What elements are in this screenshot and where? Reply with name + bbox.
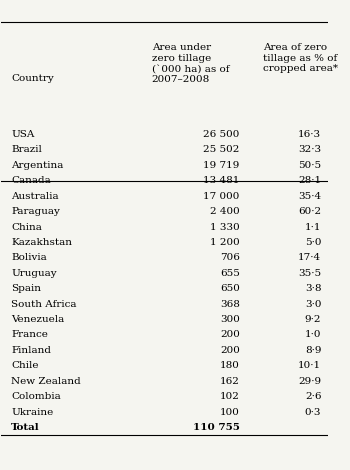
- Text: 8·9: 8·9: [305, 346, 321, 355]
- Text: 60·2: 60·2: [298, 207, 321, 216]
- Text: 102: 102: [220, 392, 240, 401]
- Text: Bolivia: Bolivia: [11, 253, 47, 262]
- Text: 10·1: 10·1: [298, 361, 321, 370]
- Text: 300: 300: [220, 315, 240, 324]
- Text: Finland: Finland: [11, 346, 51, 355]
- Text: 200: 200: [220, 330, 240, 339]
- Text: Spain: Spain: [11, 284, 41, 293]
- Text: Area under
zero tillage
(`000 ha) as of
2007–2008: Area under zero tillage (`000 ha) as of …: [152, 43, 229, 84]
- Text: 2·6: 2·6: [305, 392, 321, 401]
- Text: Kazakhstan: Kazakhstan: [11, 238, 72, 247]
- Text: Country: Country: [11, 74, 54, 83]
- Text: 25 502: 25 502: [203, 146, 240, 155]
- Text: 26 500: 26 500: [203, 130, 240, 139]
- Text: Chile: Chile: [11, 361, 39, 370]
- Text: 5·0: 5·0: [305, 238, 321, 247]
- Text: 162: 162: [220, 377, 240, 386]
- Text: 16·3: 16·3: [298, 130, 321, 139]
- Text: 3·8: 3·8: [305, 284, 321, 293]
- Text: New Zealand: New Zealand: [11, 377, 81, 386]
- Text: 32·3: 32·3: [298, 146, 321, 155]
- Text: 1 330: 1 330: [210, 223, 240, 232]
- Text: China: China: [11, 223, 42, 232]
- Text: 180: 180: [220, 361, 240, 370]
- Text: 1·1: 1·1: [305, 223, 321, 232]
- Text: 29·9: 29·9: [298, 377, 321, 386]
- Text: 706: 706: [220, 253, 240, 262]
- Text: 35·4: 35·4: [298, 192, 321, 201]
- Text: France: France: [11, 330, 48, 339]
- Text: 0·3: 0·3: [305, 407, 321, 416]
- Text: 17·4: 17·4: [298, 253, 321, 262]
- Text: Canada: Canada: [11, 176, 51, 185]
- Text: 28·1: 28·1: [298, 176, 321, 185]
- Text: 17 000: 17 000: [203, 192, 240, 201]
- Text: 650: 650: [220, 284, 240, 293]
- Text: 110 755: 110 755: [193, 423, 240, 432]
- Text: Total: Total: [11, 423, 40, 432]
- Text: 1·0: 1·0: [305, 330, 321, 339]
- Text: 9·2: 9·2: [305, 315, 321, 324]
- Text: USA: USA: [11, 130, 35, 139]
- Text: 2 400: 2 400: [210, 207, 240, 216]
- Text: 13 481: 13 481: [203, 176, 240, 185]
- Text: Venezuela: Venezuela: [11, 315, 64, 324]
- Text: Uruguay: Uruguay: [11, 269, 57, 278]
- Text: Colombia: Colombia: [11, 392, 61, 401]
- Text: Argentina: Argentina: [11, 161, 64, 170]
- Text: 100: 100: [220, 407, 240, 416]
- Text: Ukraine: Ukraine: [11, 407, 54, 416]
- Text: 35·5: 35·5: [298, 269, 321, 278]
- Text: Australia: Australia: [11, 192, 59, 201]
- Text: 200: 200: [220, 346, 240, 355]
- Text: 368: 368: [220, 300, 240, 309]
- Text: Area of zero
tillage as % of
cropped area*: Area of zero tillage as % of cropped are…: [262, 43, 337, 73]
- Text: 50·5: 50·5: [298, 161, 321, 170]
- Text: South Africa: South Africa: [11, 300, 77, 309]
- Text: Paraguay: Paraguay: [11, 207, 60, 216]
- Text: 655: 655: [220, 269, 240, 278]
- Text: 1 200: 1 200: [210, 238, 240, 247]
- Text: Brazil: Brazil: [11, 146, 42, 155]
- Text: 19 719: 19 719: [203, 161, 240, 170]
- Text: 3·0: 3·0: [305, 300, 321, 309]
